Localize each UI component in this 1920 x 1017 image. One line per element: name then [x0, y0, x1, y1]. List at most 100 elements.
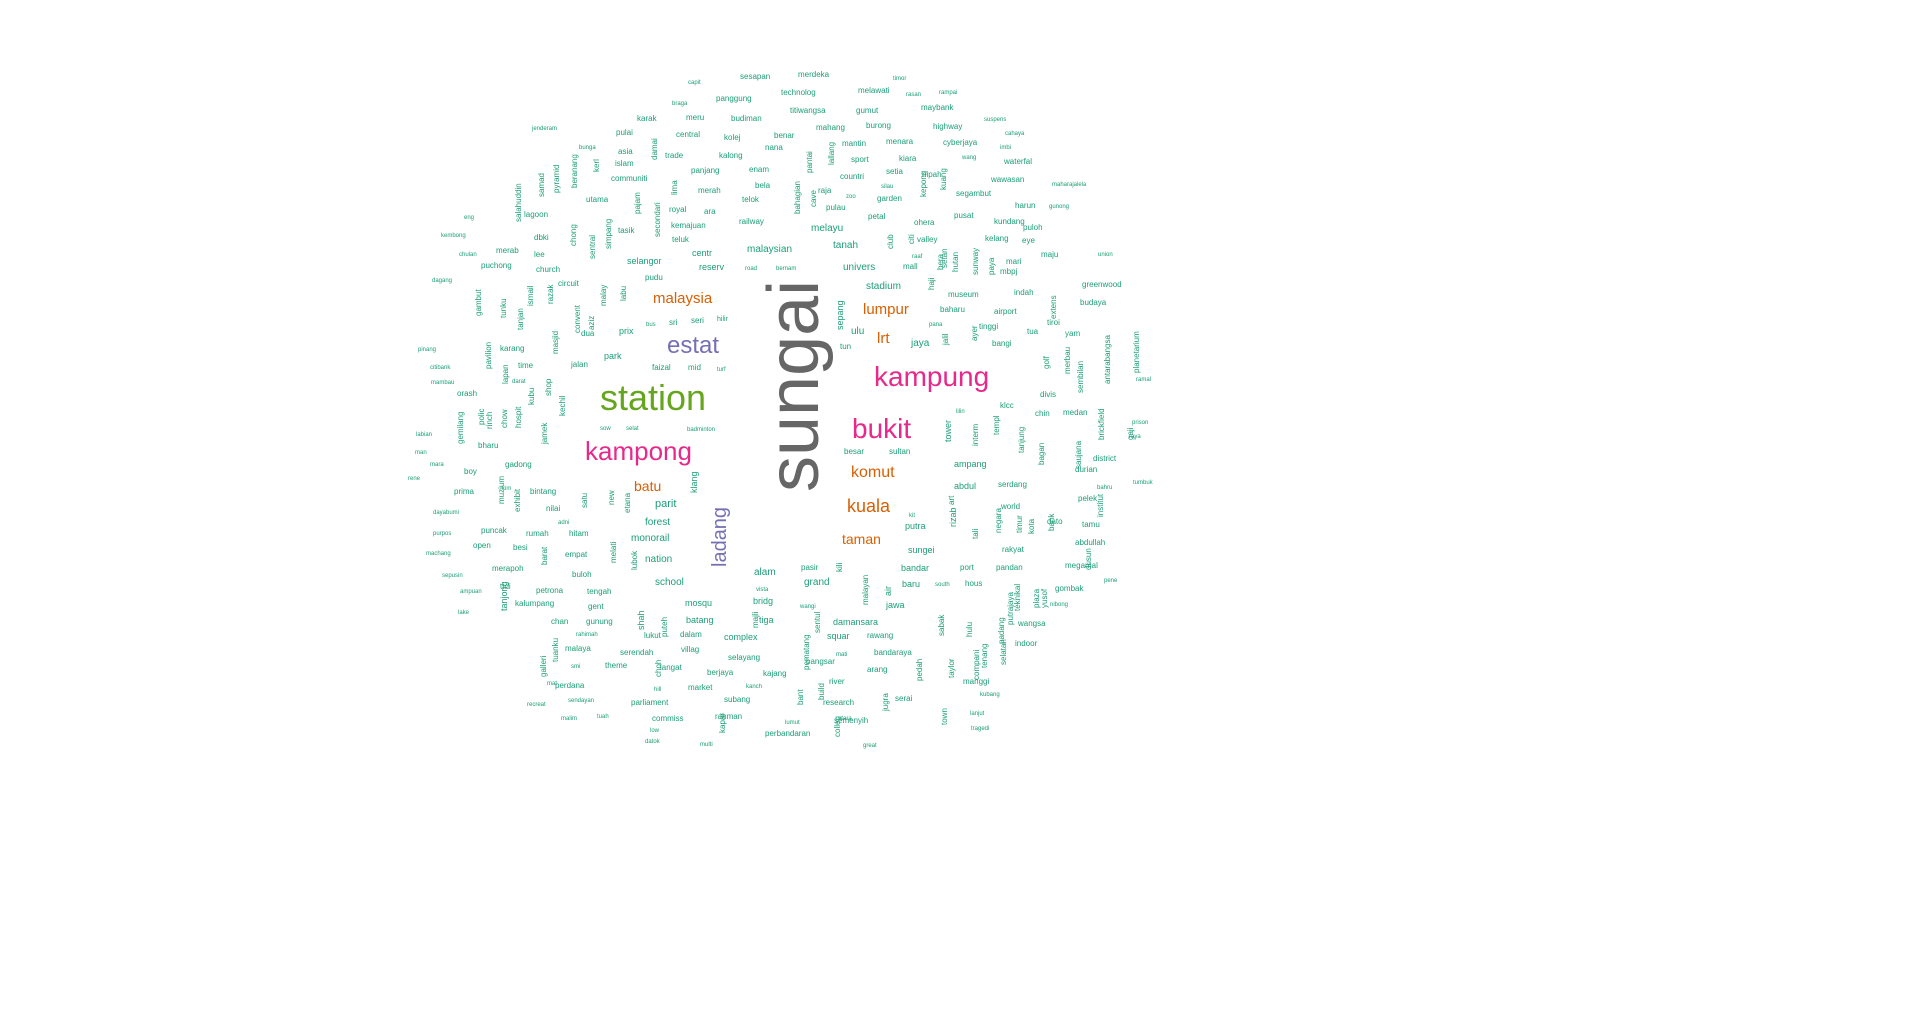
word-man: man — [415, 450, 427, 456]
word-berjaya: berjaya — [707, 668, 734, 677]
word-imbi: imbi — [1000, 145, 1012, 151]
word-multi: multi — [700, 742, 713, 748]
word-sungai: sungai — [754, 279, 834, 492]
word-mambau: mambau — [431, 380, 455, 386]
word-kuang: kuang — [939, 168, 948, 190]
word-islam: islam — [615, 159, 634, 168]
word-medan: medan — [1063, 408, 1088, 417]
word-low: low — [650, 728, 660, 734]
word-masjid: masjid — [551, 330, 560, 354]
word-bagan: bagan — [1037, 442, 1046, 465]
word-tua: tua — [1027, 327, 1039, 336]
word-merbau: merbau — [1063, 346, 1072, 374]
word-abdullah: abdullah — [1075, 538, 1106, 547]
word-pasir: pasir — [801, 563, 819, 572]
word-gaji: gaji — [1126, 427, 1135, 440]
word-braga: braga — [672, 101, 688, 107]
word-school: school — [655, 577, 684, 588]
word-tanjan: tanjan — [516, 308, 525, 330]
word-tunku: tunku — [499, 298, 508, 318]
word-paya: paya — [987, 257, 996, 275]
word-maharajalela: maharajalela — [1052, 182, 1087, 188]
word-prison: prison — [1132, 420, 1149, 426]
word-malim: malim — [561, 716, 577, 722]
word-petal: petal — [868, 212, 886, 221]
word-antarabangsa: antarabangsa — [1103, 335, 1112, 384]
word-ismail: ismail — [526, 285, 535, 306]
word-nana: nana — [765, 143, 783, 152]
word-garden: garden — [877, 194, 902, 203]
word-mosqu: mosqu — [685, 598, 713, 608]
word-lanjut: lanjut — [970, 711, 985, 717]
word-abdul: abdul — [954, 481, 977, 491]
word-communiti: communiti — [611, 174, 648, 183]
word-lukut: lukut — [644, 631, 661, 640]
word-majli: majli — [751, 611, 760, 628]
word-pematang: pematang — [802, 634, 811, 670]
word-lallang: lallang — [827, 141, 836, 165]
word-labu: labu — [619, 285, 628, 301]
word-petrona: petrona — [536, 586, 564, 595]
word-mahang: mahang — [816, 123, 845, 132]
word-damansara: damansara — [833, 617, 879, 627]
word-tragedi: tragedi — [971, 726, 990, 732]
word-parit: parit — [655, 498, 677, 510]
word-sabak: sabak — [937, 614, 946, 636]
word-meru: meru — [686, 113, 705, 122]
word-waterfal: waterfal — [1004, 157, 1033, 166]
word-tuah: tuah — [597, 714, 609, 720]
word-road: road — [745, 266, 758, 272]
word-trade: trade — [665, 151, 684, 160]
word-estat: estat — [667, 332, 720, 359]
word-sentul: sentul — [813, 611, 822, 633]
word-gunung: gunung — [586, 617, 613, 626]
word-telok: telok — [742, 195, 759, 204]
word-citibank: citibank — [430, 365, 451, 371]
word-gumut: gumut — [856, 106, 879, 115]
word-sentral: sentral — [588, 234, 597, 259]
word-perbandaran: perbandaran — [765, 729, 811, 738]
word-merab: merab — [496, 246, 519, 255]
word-malaysian: malaysian — [747, 244, 793, 255]
word-dbki: dbki — [534, 233, 549, 242]
word-aziz: aziz — [587, 315, 596, 330]
word-yam: yam — [1065, 329, 1081, 338]
word-hill: hill — [654, 687, 662, 693]
word-templ: templ — [992, 415, 1001, 435]
word-salahuddin: salahuddin — [514, 183, 523, 222]
word-megamal: megamal — [1065, 561, 1098, 570]
word-nation: nation — [645, 554, 673, 565]
word-wawasan: wawasan — [991, 175, 1025, 184]
word-kerl: kerl — [592, 159, 601, 172]
word-galleri: galleri — [539, 655, 548, 677]
word-centr: centr — [692, 248, 713, 258]
word-machang: machang — [426, 551, 451, 557]
word-utara: utara — [838, 716, 852, 722]
word-arang: arang — [867, 665, 888, 674]
word-monorail: monorail — [631, 533, 670, 544]
word-buloh: buloh — [572, 570, 592, 579]
word-orash: orash — [457, 389, 478, 398]
word-mara: mara — [430, 462, 444, 468]
word-rahimah: rahimah — [576, 632, 598, 638]
word-jugra: jugra — [881, 693, 890, 711]
word-beranang: beranang — [570, 154, 579, 188]
word-gombak: gombak — [1055, 584, 1084, 593]
word-railway: railway — [739, 217, 764, 226]
word-panggung: panggung — [716, 94, 752, 103]
word-nibong: nibong — [1050, 602, 1069, 608]
word-semenyih: semenyih — [834, 716, 869, 725]
word-extens: extens — [1049, 295, 1058, 319]
word-kubu: kubu — [527, 387, 536, 405]
word-hospit: hospit — [514, 406, 523, 428]
word-chan: chan — [551, 617, 569, 626]
word-ulu: ulu — [851, 326, 865, 337]
word-sow: sow — [600, 426, 611, 432]
word-mbpj: mbpj — [1000, 267, 1018, 276]
word-kalong: kalong — [719, 151, 743, 160]
word-pedah: pedah — [915, 658, 924, 681]
word-rumah: rumah — [526, 529, 549, 538]
word-selangor: selangor — [627, 256, 662, 266]
word-merapoh: merapoh — [492, 564, 524, 573]
word-ladang: ladang — [709, 506, 731, 567]
